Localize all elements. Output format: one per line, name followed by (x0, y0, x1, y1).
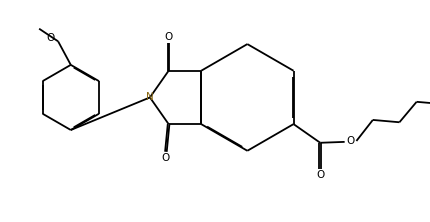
Text: O: O (346, 136, 354, 146)
Text: O: O (315, 170, 324, 180)
Text: O: O (164, 32, 172, 42)
Text: O: O (161, 153, 169, 163)
Text: N: N (146, 92, 154, 102)
Text: O: O (47, 33, 55, 43)
